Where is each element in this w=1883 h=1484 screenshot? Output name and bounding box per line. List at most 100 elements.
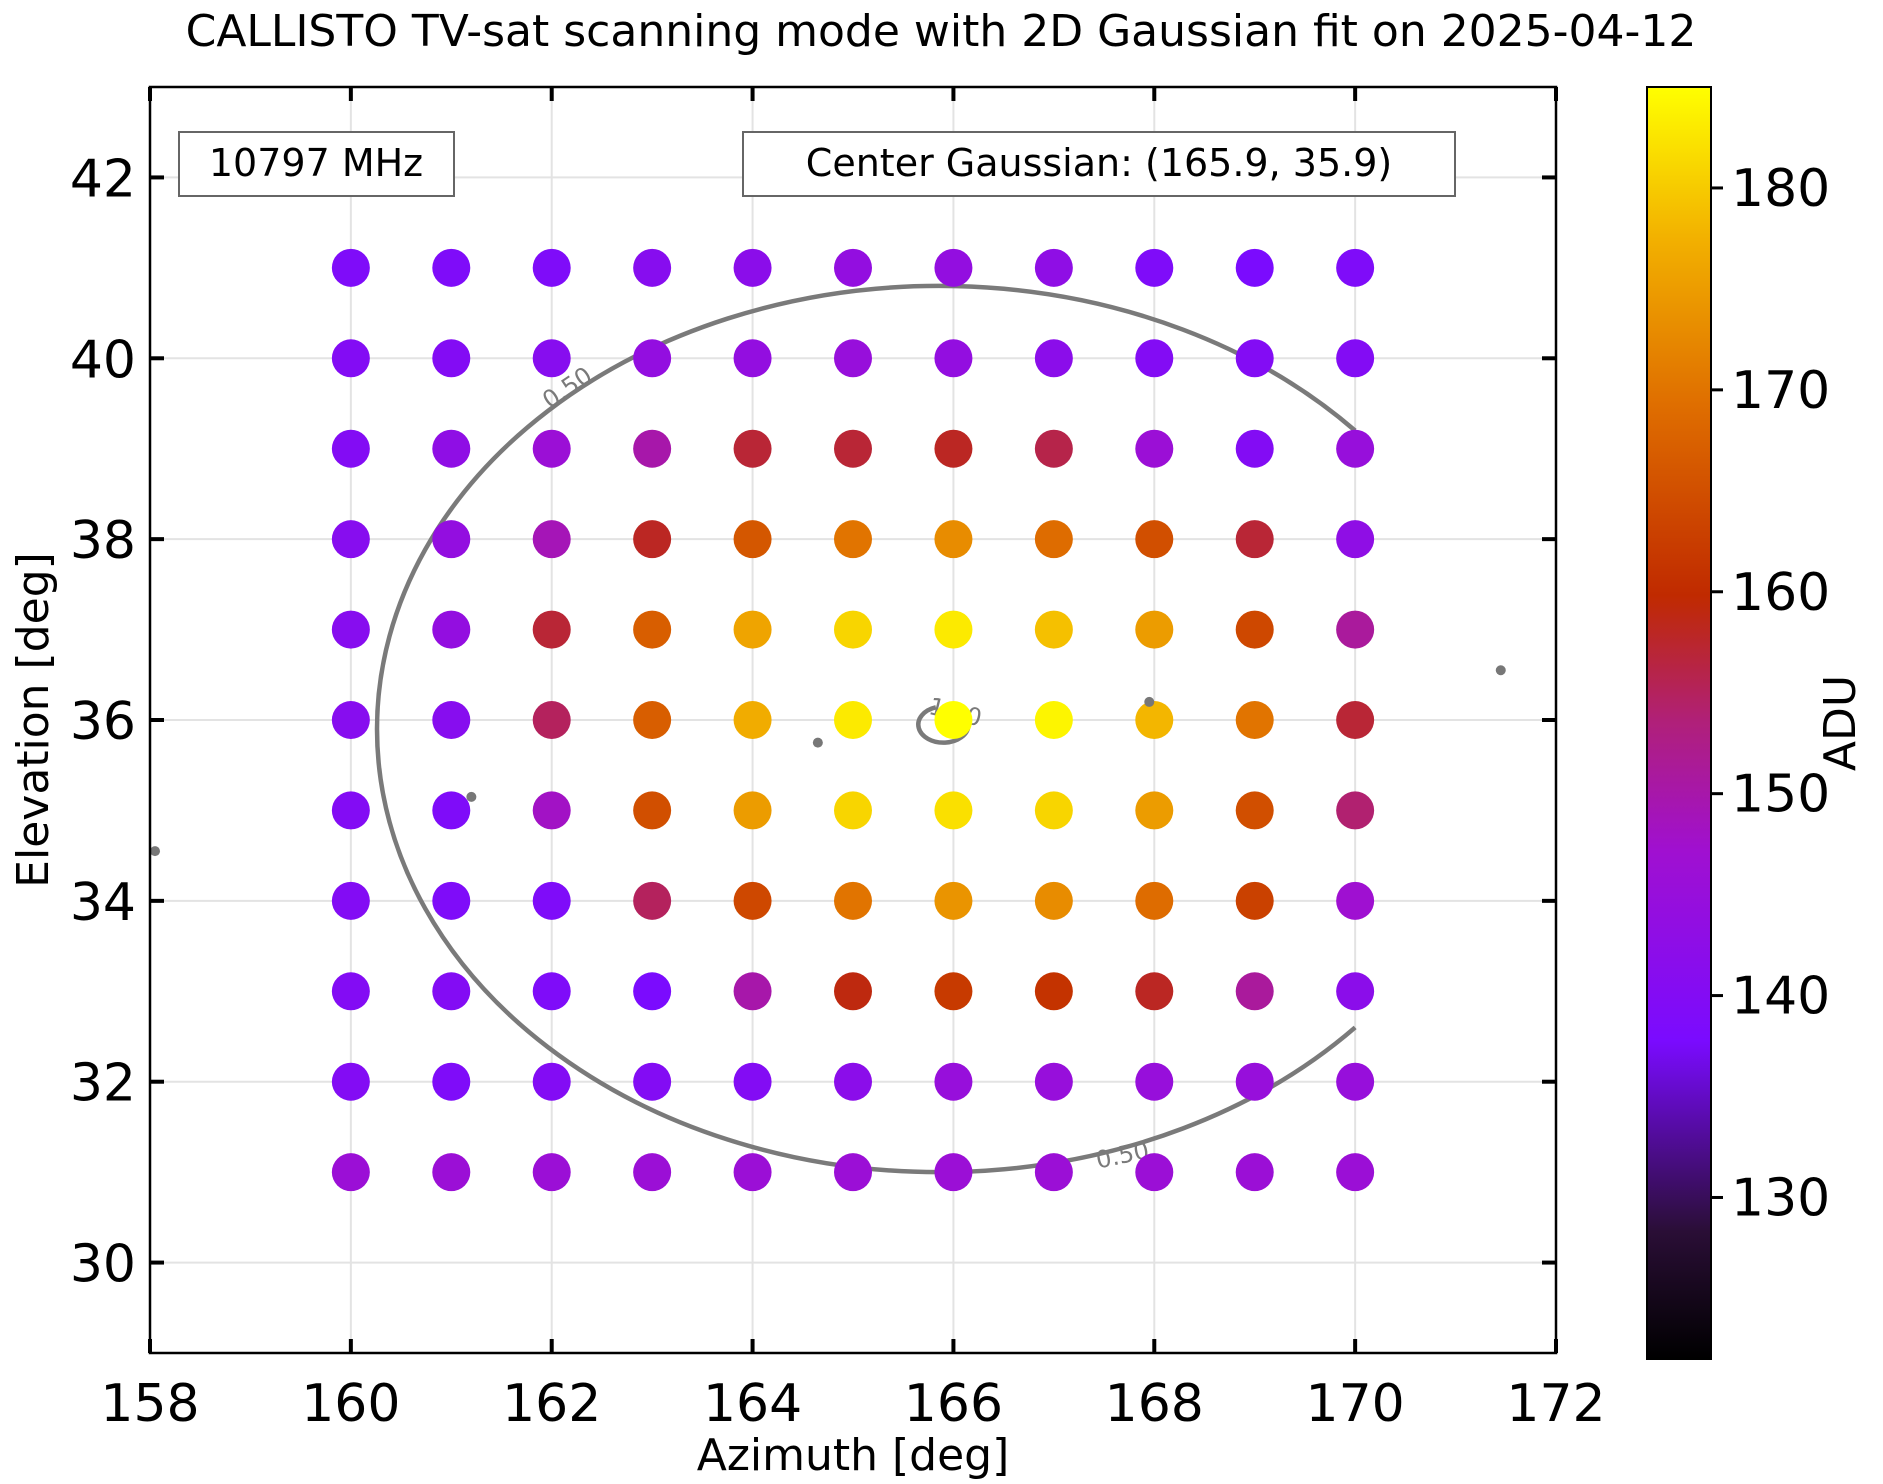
data-point: [1135, 429, 1174, 468]
data-point: [331, 1153, 370, 1192]
data-point: [1336, 339, 1375, 378]
data-point: [432, 520, 471, 559]
y-tick-label: 32: [70, 1054, 136, 1114]
extra-point: [466, 791, 477, 802]
data-point: [532, 610, 571, 649]
y-tick-label: 40: [70, 330, 136, 390]
y-tick-label: 42: [70, 149, 136, 209]
data-point: [834, 339, 872, 378]
data-point: [1034, 429, 1073, 468]
data-point: [532, 520, 571, 559]
data-point: [934, 339, 973, 378]
data-point: [834, 520, 872, 559]
data-point: [633, 339, 672, 378]
colorbar-tick-label: 180: [1731, 159, 1830, 219]
data-point: [1336, 248, 1375, 287]
data-point: [633, 1153, 672, 1192]
data-point: [733, 339, 772, 378]
data-point: [733, 1153, 772, 1192]
data-point: [331, 881, 370, 920]
y-tick-label: 38: [70, 511, 136, 571]
data-point: [432, 1062, 471, 1101]
colorbar-gradient: [1646, 86, 1712, 1360]
extra-point: [1495, 665, 1506, 676]
data-point: [633, 881, 672, 920]
data-point: [1235, 881, 1274, 920]
data-point: [432, 1153, 471, 1192]
data-point: [934, 1062, 973, 1101]
colorbar-label: ADU: [1815, 675, 1866, 771]
extra-points: [150, 665, 1506, 857]
data-point: [934, 610, 973, 649]
data-point: [1336, 791, 1375, 830]
data-point: [834, 1062, 872, 1101]
data-point: [331, 520, 370, 559]
data-point: [532, 248, 571, 287]
data-point: [1235, 248, 1274, 287]
data-point: [1235, 791, 1274, 830]
data-point: [1336, 701, 1375, 739]
data-point: [834, 881, 872, 920]
data-point: [1235, 1062, 1274, 1101]
data-point: [834, 248, 872, 287]
data-point: [1034, 881, 1073, 920]
frequency-box: 10797 MHz: [178, 131, 455, 197]
data-point: [1336, 1062, 1375, 1101]
data-point: [1235, 520, 1274, 559]
data-point: [834, 791, 872, 830]
data-points: [331, 248, 1375, 1192]
data-point: [834, 610, 872, 649]
data-point: [733, 429, 772, 468]
data-point: [733, 972, 772, 1011]
data-point: [331, 972, 370, 1011]
data-point: [1034, 972, 1073, 1011]
data-point: [1336, 1153, 1375, 1192]
x-tick-label: 166: [904, 1374, 1003, 1434]
data-point: [934, 520, 973, 559]
y-axis-label: Elevation [deg]: [8, 552, 59, 888]
data-point: [432, 881, 471, 920]
data-point: [934, 248, 973, 287]
data-point: [331, 429, 370, 468]
data-point: [1034, 701, 1073, 739]
y-tick-label: 36: [70, 692, 136, 752]
colorbar-tick-label: 160: [1731, 563, 1830, 623]
colorbar-tick-label: 170: [1731, 361, 1830, 421]
data-point: [1235, 1153, 1274, 1192]
data-point: [934, 972, 973, 1011]
data-point: [834, 429, 872, 468]
data-point: [733, 248, 772, 287]
data-point: [1235, 429, 1274, 468]
data-point: [633, 1062, 672, 1101]
data-point: [432, 248, 471, 287]
colorbar-tick-label: 150: [1731, 765, 1830, 825]
data-point: [331, 339, 370, 378]
data-point: [934, 701, 973, 739]
data-point: [1135, 701, 1174, 739]
data-point: [834, 972, 872, 1011]
data-point: [1336, 881, 1375, 920]
data-point: [1034, 339, 1073, 378]
data-point: [1034, 1153, 1073, 1192]
data-point: [1135, 520, 1174, 559]
data-point: [633, 791, 672, 830]
data-point: [1135, 881, 1174, 920]
axis-ticks: 158 160 162 164 166 168 170 172 30 32 34 36 38 40 42: [70, 87, 1606, 1434]
data-point: [733, 1062, 772, 1101]
colorbar: 130 140 150 160 170 180 ADU: [1646, 86, 1866, 1360]
x-tick-label: 170: [1306, 1374, 1405, 1434]
data-point: [532, 1062, 571, 1101]
x-tick-label: 160: [301, 1374, 400, 1434]
data-point: [1235, 701, 1274, 739]
frequency-label: 10797 MHz: [209, 141, 423, 185]
data-point: [934, 791, 973, 830]
x-tick-label: 158: [100, 1374, 199, 1434]
data-point: [432, 339, 471, 378]
x-tick-label: 168: [1105, 1374, 1204, 1434]
data-point: [633, 520, 672, 559]
data-point: [1135, 791, 1174, 830]
data-point: [733, 791, 772, 830]
data-point: [1336, 972, 1375, 1011]
data-point: [532, 791, 571, 830]
